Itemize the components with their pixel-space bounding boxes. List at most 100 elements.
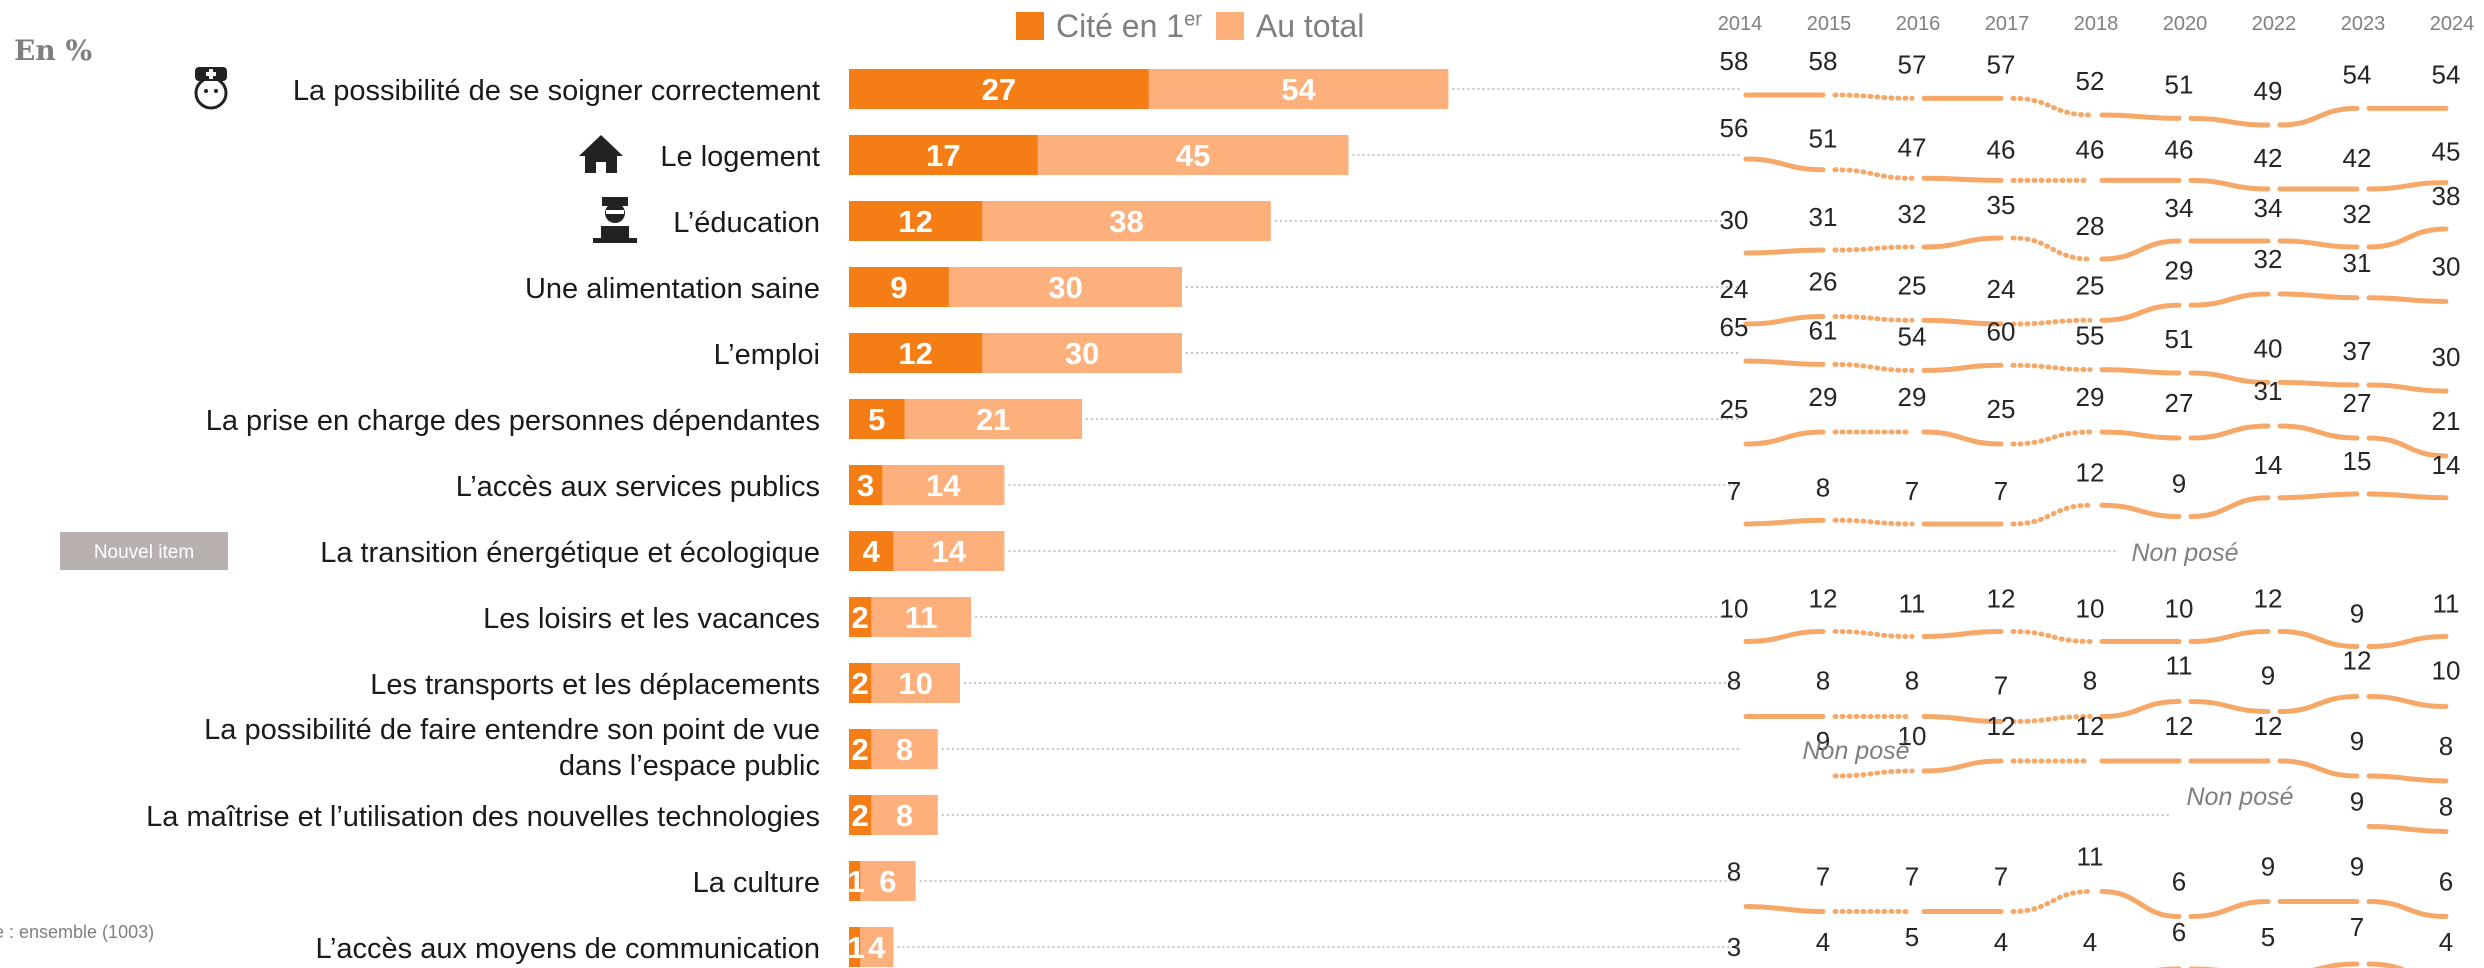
trend-line-segment (1921, 629, 2004, 639)
trend-line-segment (2366, 180, 2449, 192)
trend-line-segment (1832, 629, 1915, 639)
bar-total (849, 597, 972, 637)
trend-line-segment (1921, 175, 2004, 183)
trend-value: 12 (2254, 584, 2283, 614)
trend-value: 34 (2254, 193, 2283, 223)
trend-line-segment (2312, 961, 2360, 968)
category-label: La maîtrise et l’utilisation des nouvell… (146, 801, 820, 833)
trend-line-segment (1921, 714, 2004, 724)
unit-label: En % (14, 34, 93, 67)
legend-item-total: Au total (1215, 7, 1365, 45)
trend-value: 12 (2076, 457, 2105, 487)
bar-total (849, 201, 1271, 241)
category-label: L’emploi (714, 339, 820, 371)
trend-line-segment (2277, 491, 2360, 501)
trend-line-segment (1921, 362, 2004, 373)
trend-value: 46 (2165, 134, 2194, 164)
trend-value: 51 (2165, 324, 2194, 354)
year-label: 2023 (2341, 13, 2386, 35)
house-icon (579, 135, 623, 173)
bar-first-value: 27 (982, 72, 1016, 107)
trend-value: 9 (1816, 726, 1830, 756)
trend-value: 8 (1727, 666, 1741, 696)
trend-value: 51 (1809, 124, 1838, 154)
trend-line-segment (2188, 629, 2271, 644)
trend-value: 6 (2172, 867, 2186, 897)
trend-value: 7 (1816, 862, 1830, 892)
trend-line-segment (2366, 491, 2449, 501)
bar-first-value: 3 (857, 468, 874, 503)
bar-first-value: 12 (898, 336, 932, 371)
year-label: 2018 (2074, 13, 2119, 35)
trend-value: 10 (2076, 594, 2105, 624)
trend-value: 4 (1994, 927, 2008, 957)
trend-value: 31 (1809, 202, 1838, 232)
trend-value: 26 (1809, 267, 1838, 297)
trend-line-segment (1743, 314, 1826, 327)
trend-value: 6 (2172, 917, 2186, 947)
trend-value: 28 (2076, 211, 2105, 241)
category-label: L’éducation (673, 207, 820, 239)
bar-first (849, 267, 949, 307)
bar-total-value: 8 (896, 732, 913, 767)
trend-line-segment (1832, 517, 1915, 527)
trend-value: 21 (2432, 406, 2461, 436)
trend-value: 7 (1905, 862, 1919, 892)
trend-value: 58 (1720, 46, 1749, 76)
trend-line-segment (2188, 699, 2271, 714)
trend-value: 12 (2343, 646, 2372, 676)
not-asked-label: Non posé (2186, 783, 2293, 811)
trend-line-segment (2010, 235, 2093, 262)
teacher-icon-desk (593, 238, 637, 243)
trend-line-segment (2366, 634, 2449, 649)
trend-value: 14 (2432, 450, 2461, 480)
trend-line-segment (2099, 889, 2182, 919)
trend-value: 45 (2432, 137, 2461, 167)
category-label: L’accès aux services publics (456, 471, 820, 503)
bar-total-value: 6 (879, 864, 896, 899)
trend-line-segment (1832, 361, 1915, 373)
bar-first (849, 729, 872, 769)
trend-line-segment (2188, 370, 2271, 385)
trend-value: 27 (2343, 388, 2372, 418)
trend-value: 54 (1898, 321, 1927, 351)
legend-swatch-total (1215, 12, 1244, 40)
trend-value: 4 (2439, 927, 2453, 957)
trend-value: 24 (1987, 274, 2016, 304)
category-label: Le logement (660, 141, 820, 173)
trend-value: 34 (2165, 193, 2194, 223)
trend-value: 56 (1720, 113, 1749, 143)
bar-total (849, 531, 1005, 571)
bar-total (849, 663, 960, 703)
legend-swatch-first (1016, 12, 1044, 40)
bar-first (849, 69, 1149, 109)
trend-value: 8 (2439, 731, 2453, 761)
trend-line-segment (1832, 92, 1915, 101)
trend-value: 10 (2165, 594, 2194, 624)
trend-value: 15 (2343, 446, 2372, 476)
trend-value: 9 (2261, 661, 2275, 691)
bar-total (849, 795, 938, 835)
trend-value: 11 (2166, 651, 2193, 681)
legend: Cité en 1er Au total (1016, 6, 1364, 46)
trend-value: 7 (1994, 476, 2008, 506)
trend-line-segment (2188, 495, 2271, 519)
trend-value: 29 (1809, 382, 1838, 412)
trend-line-segment (2188, 291, 2271, 308)
bar-total (849, 861, 916, 901)
nurse-icon-cap (195, 67, 227, 81)
trend-value: 12 (2165, 711, 2194, 741)
bar-total (849, 465, 1005, 505)
teacher-icon (605, 203, 625, 223)
trend-line-segment (1743, 358, 1826, 367)
bar-first-value: 1 (847, 930, 864, 965)
trend-value: 60 (1987, 316, 2016, 346)
trend-value: 10 (2432, 656, 2461, 686)
legend-label-total: Au total (1255, 7, 1365, 44)
bar-total-value: 10 (898, 666, 932, 701)
trend-value: 8 (1816, 472, 1830, 502)
trend-line-segment (1743, 247, 1826, 256)
bar-first-value: 2 (851, 666, 868, 701)
year-label: 2014 (1718, 13, 1763, 35)
